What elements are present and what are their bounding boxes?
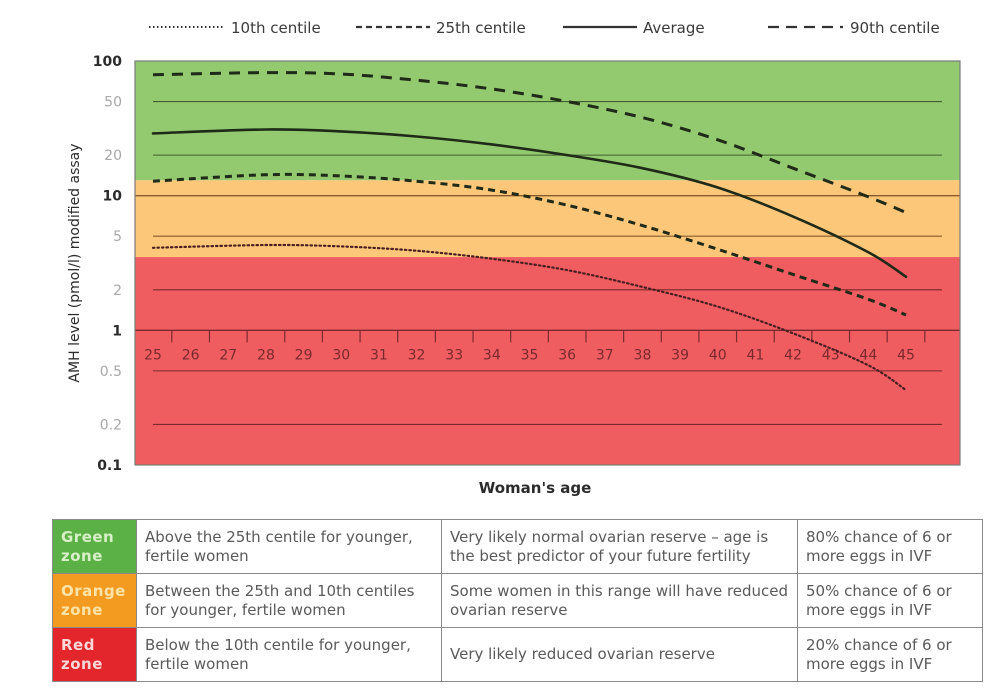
x-tick-label: 31 xyxy=(370,347,388,363)
y-tick-label: 0.1 xyxy=(97,458,122,474)
plot-frame xyxy=(134,60,961,466)
y-tick-label: 100 xyxy=(93,54,122,70)
amh-chart: 10th centile 25th centile Average 90th c… xyxy=(67,19,961,497)
zone-label: Green xyxy=(61,527,115,546)
x-tick-label: 34 xyxy=(483,347,501,363)
legend-label-average: Average xyxy=(643,19,705,37)
x-tick-label: 35 xyxy=(521,347,539,363)
zone-label-suffix: zone xyxy=(61,600,103,619)
x-tick-label: 45 xyxy=(897,347,915,363)
y-tick-label: 0.2 xyxy=(100,417,122,433)
x-tick-label: 27 xyxy=(219,347,237,363)
zone-label-cell: Green zone xyxy=(52,519,137,574)
zone-range-cell: Below the 10th centile for younger, fert… xyxy=(136,627,442,682)
y-axis: 100 50 20 10 5 2 1 0.5 0.2 0.1 xyxy=(93,54,122,474)
x-tick-label: 28 xyxy=(257,347,275,363)
x-tick-label: 44 xyxy=(859,347,877,363)
zone-band-red xyxy=(135,257,960,465)
x-tick-label: 37 xyxy=(596,347,614,363)
zone-meaning-cell: Very likely reduced ovarian reserve xyxy=(441,627,798,682)
x-tick-label: 30 xyxy=(332,347,350,363)
ivf-chance-cell: 80% chance of 6 or more eggs in IVF xyxy=(797,519,983,574)
zone-band-orange xyxy=(135,180,960,258)
x-tick-label: 41 xyxy=(746,347,764,363)
table-row: Orange zone Between the 25th and 10th cent… xyxy=(52,573,983,628)
x-tick-label: 42 xyxy=(784,347,802,363)
x-tick-label: 43 xyxy=(822,347,840,363)
legend-label-25th: 25th centile xyxy=(436,19,526,37)
series-line-90th-centile xyxy=(152,71,907,214)
series-line-25th-centile xyxy=(152,172,907,317)
x-tick-label: 25 xyxy=(144,347,162,363)
series-line-average xyxy=(151,128,908,279)
chart-legend: 10th centile 25th centile Average 90th c… xyxy=(149,19,940,37)
zone-label-suffix: zone xyxy=(61,546,103,565)
zone-label-cell: Orange zone xyxy=(52,573,137,628)
y-tick-label: 2 xyxy=(113,283,122,299)
zone-meaning-cell: Some women in this range will have reduc… xyxy=(441,573,798,628)
zone-bands xyxy=(135,61,960,465)
zone-label: Orange xyxy=(61,581,126,600)
y-tick-label: 10 xyxy=(103,189,123,205)
gridlines xyxy=(135,100,960,426)
legend-label-90th: 90th centile xyxy=(850,19,940,37)
y-tick-label: 5 xyxy=(113,229,122,245)
zone-label: Red xyxy=(61,635,95,654)
x-tick-label: 38 xyxy=(634,347,652,363)
y-axis-title: AMH level (pmol/l) modified assay xyxy=(67,143,83,382)
y-tick-label: 0.5 xyxy=(100,364,122,380)
x-tick-label: 39 xyxy=(671,347,689,363)
x-tick-label: 36 xyxy=(558,347,576,363)
x-axis-title: Woman's age xyxy=(479,479,592,497)
zone-meaning-cell: Very likely normal ovarian reserve – age… xyxy=(441,519,798,574)
x-tick-label: 26 xyxy=(182,347,200,363)
x-tick-label: 40 xyxy=(709,347,727,363)
zone-range-cell: Between the 25th and 10th centiles for y… xyxy=(136,573,442,628)
series-line-10th-centile xyxy=(151,243,908,392)
zone-label-cell: Red zone xyxy=(52,627,137,682)
x-tick-label: 29 xyxy=(295,347,313,363)
y-tick-label: 20 xyxy=(104,148,122,164)
series-lines xyxy=(151,71,908,392)
zone-table: Green zone Above the 25th centile for youn… xyxy=(52,519,983,682)
zone-band-green xyxy=(135,61,960,181)
y-tick-label: 50 xyxy=(104,95,122,111)
ivf-chance-cell: 50% chance of 6 or more eggs in IVF xyxy=(797,573,983,628)
y-tick-label: 1 xyxy=(112,323,122,339)
table-row: Red zone Below the 10th centile for younge… xyxy=(52,627,983,682)
ivf-chance-cell: 20% chance of 6 or more eggs in IVF xyxy=(797,627,983,682)
zone-label-suffix: zone xyxy=(61,654,103,673)
table-row: Green zone Above the 25th centile for youn… xyxy=(52,519,983,574)
zone-range-cell: Above the 25th centile for younger, fert… xyxy=(136,519,442,574)
x-tick-label: 33 xyxy=(445,347,463,363)
x-tick-label: 32 xyxy=(408,347,426,363)
x-axis: 25 26 27 28 29 30 31 32 33 34 35 36 37 38 39 40 41 42 43 44… xyxy=(144,330,926,363)
legend-label-10th: 10th centile xyxy=(231,19,321,37)
